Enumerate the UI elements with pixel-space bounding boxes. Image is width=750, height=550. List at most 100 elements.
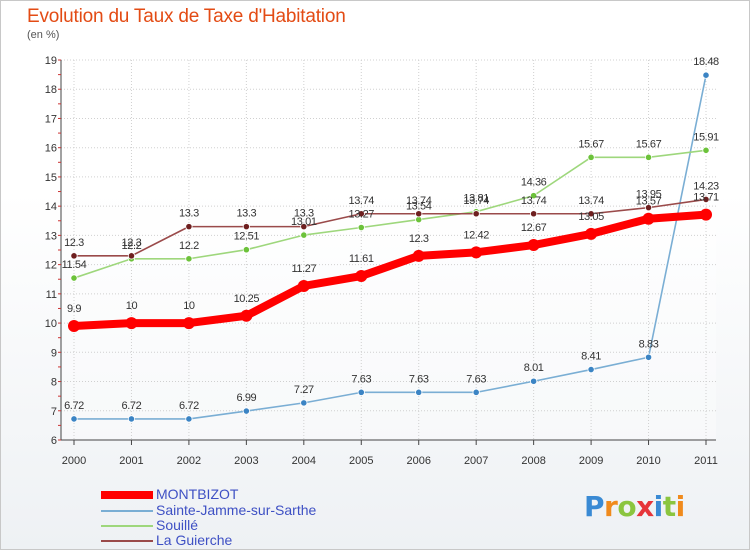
data-label-3: 13.74 [463,195,489,207]
x-tick-label: 2002 [177,455,201,467]
chart-title: Evolution du Taux de Taxe d'Habitation [27,6,346,27]
data-label-3: 13.74 [521,195,547,207]
y-tick-label: 15 [45,172,57,184]
legend-swatch-la-guierche [101,540,153,542]
data-point-0 [355,270,368,283]
data-point-2 [357,223,365,232]
y-tick-label: 7 [51,406,57,418]
data-label-3: 13.74 [406,195,432,207]
series-line-0 [70,210,710,330]
data-point-0 [182,317,195,330]
data-label-0: 10.25 [234,293,260,305]
data-point-3 [415,210,423,218]
data-label-3: 13.3 [294,208,314,220]
data-point-3 [185,223,193,231]
data-label-0: 12.42 [463,229,489,241]
data-label-1: 18.48 [693,56,719,68]
data-point-1 [587,365,595,374]
legend-label-souille: Souillé [156,517,199,533]
data-point-3 [300,223,308,231]
data-label-0: 11.27 [291,263,316,275]
x-tick-label: 2001 [119,455,143,467]
data-label-2: 13.81 [463,193,489,205]
data-point-3 [587,210,595,218]
data-point-0 [585,227,598,240]
y-tick-label: 6 [51,435,57,447]
data-point-0 [240,309,253,322]
data-point-0 [470,246,483,259]
data-point-0 [412,249,425,262]
data-point-3 [70,252,78,260]
plot-area [61,60,716,440]
data-label-2: 12.51 [234,231,260,243]
data-point-1 [472,388,480,396]
proxiti-logo-letter: i [675,490,686,523]
data-label-2: 12.2 [179,240,199,252]
data-label-2: 15.67 [636,138,662,150]
data-point-1 [702,71,710,79]
x-tick-label: 2009 [579,455,603,467]
x-tick-label: 2008 [521,455,545,467]
proxiti-logo-letter: r [604,490,618,523]
y-tick-label: 14 [45,201,57,213]
legend-swatch-souille [101,525,153,527]
data-label-2: 13.54 [406,201,432,213]
data-label-1: 7.63 [351,373,371,385]
data-label-2: 12.2 [122,240,142,252]
data-point-1 [300,399,308,407]
data-label-1: 8.41 [581,351,601,363]
data-label-1: 6.72 [64,400,84,412]
data-point-1 [644,353,653,361]
data-point-0 [527,239,540,252]
legend-swatch-sainte-jamme [101,510,153,512]
data-label-2: 13.01 [291,216,317,228]
data-label-0: 13.05 [578,211,604,223]
data-point-1 [127,415,136,423]
y-tick-label: 9 [51,347,57,359]
y-tick-label: 16 [45,143,57,155]
data-point-2 [702,146,710,154]
proxiti-logo-letter: P [584,490,605,523]
proxiti-logo-letter: i [653,490,664,523]
data-label-0: 13.71 [693,192,719,204]
data-label-1: 6.72 [122,400,142,412]
series-line-2 [73,149,707,279]
legend-label-sainte-jamme: Sainte-Jamme-sur-Sarthe [156,502,317,518]
data-point-1 [70,415,78,423]
data-label-1: 6.72 [179,400,199,412]
data-label-0: 11.61 [349,253,374,265]
data-point-3 [127,252,136,260]
legend-label-la-guierche: La Guierche [156,532,233,548]
data-label-0: 10 [126,300,138,312]
data-label-1: 6.99 [236,392,256,404]
data-label-3: 13.74 [349,195,375,207]
data-label-1: 7.63 [409,373,429,385]
x-tick-label: 2006 [406,455,430,467]
chart-subtitle: (en %) [27,29,60,41]
data-label-2: 13.27 [349,208,375,220]
proxiti-logo: Proxiti [584,490,685,523]
y-tick-label: 8 [51,377,57,389]
data-point-3 [702,195,710,204]
data-point-1 [530,377,538,385]
x-tick-label: 2003 [234,455,258,467]
legend-swatch-montbizot [101,491,153,499]
proxiti-logo-letter: x [636,490,654,523]
data-point-1 [185,415,193,423]
data-point-0 [68,320,80,332]
data-label-2: 14.36 [521,177,547,189]
data-label-0: 13.57 [636,196,662,208]
data-label-3: 13.3 [236,208,256,220]
data-label-3: 13.3 [179,208,199,220]
data-label-3: 14.23 [693,180,719,192]
x-tick-label: 2000 [62,455,86,467]
data-point-0 [642,212,655,225]
series-line-3 [73,198,707,257]
y-tick-label: 12 [45,260,57,272]
data-label-1: 8.83 [639,338,659,350]
data-label-3: 12.3 [122,237,142,249]
data-point-2 [185,255,193,263]
legend-label-montbizot: MONTBIZOT [156,486,239,502]
data-label-2: 15.91 [693,131,719,143]
